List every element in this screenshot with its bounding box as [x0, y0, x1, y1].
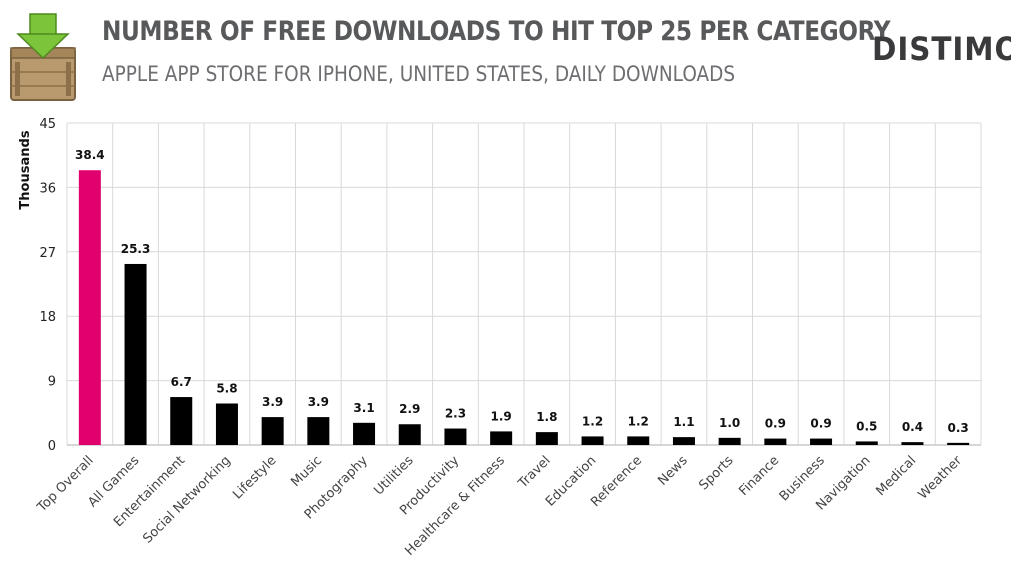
value-label: 38.4 — [75, 148, 105, 162]
x-tick-label: Travel — [515, 453, 554, 492]
value-label: 1.2 — [582, 414, 603, 428]
value-label: 0.5 — [856, 419, 877, 433]
brand-logo: DISTIMO — [872, 30, 1011, 68]
x-tick-label: Medical — [873, 453, 919, 499]
value-label: 1.9 — [491, 409, 512, 423]
bar — [810, 438, 833, 445]
value-label: 1.0 — [719, 416, 740, 430]
download-crate-icon — [10, 13, 76, 101]
y-tick-label: 36 — [39, 181, 56, 196]
value-label: 5.8 — [216, 381, 237, 395]
x-tick-label: Top Overall — [34, 453, 97, 516]
bar — [672, 437, 695, 445]
value-label: 1.2 — [628, 414, 649, 428]
value-label: 25.3 — [121, 242, 151, 256]
bar — [444, 428, 467, 445]
chart-title: NUMBER OF FREE DOWNLOADS TO HIT TOP 25 P… — [102, 16, 891, 47]
value-label: 2.3 — [445, 407, 466, 421]
bar — [261, 417, 284, 445]
bar — [124, 263, 147, 445]
bars-layer — [78, 170, 970, 445]
y-tick-label: 0 — [48, 439, 56, 454]
bar — [170, 397, 193, 445]
bar — [718, 437, 741, 445]
bar — [353, 422, 376, 445]
bar — [78, 170, 101, 445]
bar — [398, 424, 421, 445]
y-tick-label: 9 — [48, 375, 56, 390]
value-label: 3.9 — [262, 395, 283, 409]
x-tick-label: Weather — [916, 453, 966, 503]
value-label: 6.7 — [171, 375, 192, 389]
x-tick-label: Music — [288, 453, 325, 490]
bar — [764, 438, 787, 445]
bar — [947, 442, 970, 445]
value-label: 3.1 — [353, 401, 374, 415]
y-tick-label: 18 — [39, 310, 56, 325]
x-tick-label: Social Networking — [140, 453, 233, 546]
bar — [901, 442, 924, 445]
value-label: 2.9 — [399, 402, 420, 416]
value-label: 0.9 — [765, 417, 786, 431]
y-tick-label: 45 — [39, 117, 56, 132]
value-label: 0.3 — [948, 421, 969, 435]
x-tick-label: Finance — [736, 453, 782, 499]
value-label: 1.1 — [673, 415, 694, 429]
bar — [627, 436, 650, 445]
bar — [490, 431, 513, 445]
value-label: 0.9 — [810, 417, 831, 431]
y-axis-title: Thousands — [18, 130, 33, 209]
bar — [215, 403, 238, 445]
x-tick-label: Sports — [696, 453, 736, 493]
x-tick-label: Utilities — [371, 453, 416, 498]
value-label: 3.9 — [308, 395, 329, 409]
bar — [855, 441, 878, 445]
y-tick-label: 27 — [39, 246, 56, 261]
value-label: 1.8 — [536, 410, 557, 424]
value-label: 0.4 — [902, 420, 923, 434]
bar — [535, 432, 558, 445]
x-tick-label: News — [655, 453, 691, 489]
bar — [307, 417, 330, 445]
chart-header: NUMBER OF FREE DOWNLOADS TO HIT TOP 25 P… — [0, 0, 1011, 110]
bar — [581, 436, 604, 445]
x-tick-label: Lifestyle — [230, 453, 279, 502]
grid-layer — [66, 122, 982, 446]
chart-subtitle: APPLE APP STORE FOR IPHONE, UNITED STATE… — [102, 62, 736, 86]
